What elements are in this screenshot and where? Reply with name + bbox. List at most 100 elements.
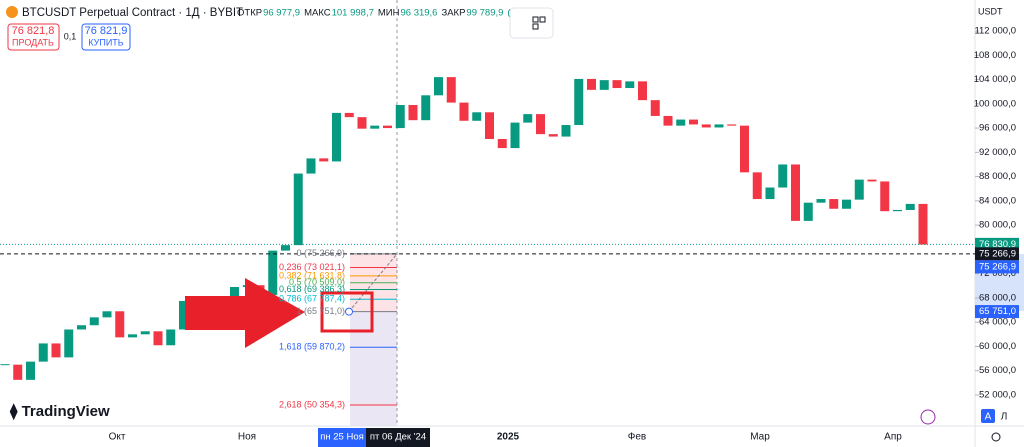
candle: [64, 329, 74, 358]
candle: [332, 112, 341, 162]
ohlc-value: 96 319,6: [400, 8, 437, 19]
candle: [281, 245, 290, 251]
candle: [459, 102, 469, 121]
candle: [854, 179, 864, 200]
candle: [536, 114, 545, 135]
candle: [485, 112, 494, 139]
log-label: Л: [1001, 412, 1008, 423]
candle: [395, 105, 405, 129]
y-tick-label: 104 000,0: [974, 74, 1016, 85]
auto-button[interactable]: [981, 409, 995, 423]
ohlc-value: 101 998,7: [332, 8, 374, 19]
ohlc-key: МАКС: [304, 8, 331, 19]
candle: [905, 203, 915, 210]
candle: [816, 199, 826, 203]
candle: [293, 173, 303, 246]
candle: [13, 364, 23, 380]
icon: [532, 23, 539, 30]
y-tick-label: 96 000,0: [979, 123, 1016, 134]
candle: [153, 331, 163, 346]
candle: [370, 125, 380, 129]
candle: [383, 125, 392, 129]
candle: [51, 343, 61, 358]
candle: [434, 77, 443, 96]
ohlc-value: 96 977,9: [263, 8, 300, 19]
candle: [918, 203, 928, 245]
buy-button[interactable]: [81, 23, 131, 51]
candle: [268, 250, 278, 295]
candle: [765, 187, 775, 200]
candle: [625, 81, 635, 89]
candle: [587, 78, 596, 90]
candle: [740, 125, 749, 173]
ohlc-value: 99 789,9: [466, 8, 503, 19]
anchor-handle[interactable]: [345, 307, 353, 316]
settings-icon[interactable]: [991, 432, 1001, 442]
buy-price: 76 821,9: [85, 25, 128, 37]
range-start-box: [318, 428, 366, 447]
y-tick-label: 92 000,0: [979, 147, 1016, 158]
range-end-box: [366, 428, 430, 447]
y-tick-label: 100 000,0: [974, 98, 1016, 109]
candle: [115, 311, 125, 338]
candle: [179, 300, 188, 330]
price-label: 75 266,9: [979, 248, 1016, 259]
x-tick-label: Фев: [628, 432, 646, 443]
quantity: 0,1: [64, 31, 77, 41]
brand: ⧫ TradingView: [9, 403, 110, 421]
candle: [446, 77, 456, 103]
candle: [357, 117, 367, 129]
candle: [778, 164, 788, 188]
candle: [497, 138, 507, 149]
candle: [89, 317, 99, 326]
y-tick-label: 108 000,0: [974, 50, 1016, 61]
candle: [803, 202, 813, 221]
candle: [421, 95, 431, 121]
trend-line: [348, 253, 398, 312]
price-label-box: [975, 247, 1019, 261]
fib-label: 0 (75 266,9): [296, 248, 345, 258]
candle: [38, 343, 48, 362]
currency: USDT: [978, 6, 1003, 16]
candle: [842, 199, 851, 209]
ohlc-key: ЗАКР: [441, 8, 465, 19]
price-label-box: [975, 305, 1019, 319]
x-tick-label: Окт: [109, 432, 126, 443]
x-tick-label: Апр: [884, 432, 902, 443]
candle: [829, 199, 839, 209]
fib-label: 0,5 (70 509,0): [289, 277, 345, 287]
candle: [612, 80, 622, 89]
sell-label: ПРОДАТЬ: [12, 37, 54, 47]
candle: [523, 114, 533, 123]
fib-label: 0,786 (67 787,4): [279, 294, 345, 304]
y-tick-label: 88 000,0: [979, 171, 1016, 182]
x-tick-label: Мар: [750, 432, 770, 443]
candle: [663, 115, 673, 126]
candle: [408, 105, 418, 121]
sell-button[interactable]: [7, 23, 60, 51]
x-tick-label: 2025: [497, 432, 520, 443]
y-tick-label: 112 000,0: [974, 26, 1016, 37]
ohlc-key: МИН: [378, 8, 400, 19]
candle: [893, 209, 902, 212]
candle: [650, 100, 660, 116]
candle: [714, 124, 724, 128]
lightning-button[interactable]: [920, 409, 936, 425]
symbol: BTCUSDT Perpetual Contract · 1Д · BYBIT: [22, 7, 243, 19]
candle: [574, 78, 584, 126]
range-price-box: [975, 260, 1019, 274]
ohlc-key: ОТКР: [237, 8, 262, 19]
fib-label: 0,382 (71 631,8): [279, 270, 345, 280]
candle: [638, 81, 647, 101]
x-tick-label: Ноя: [238, 432, 256, 443]
candle: [689, 119, 698, 125]
candle: [791, 164, 800, 221]
y-tick-label: 80 000,0: [979, 220, 1016, 231]
candle: [599, 80, 609, 90]
widget-button[interactable]: [509, 7, 554, 39]
candle: [752, 172, 762, 200]
range-end-label: пт 06 Дек '24: [370, 432, 426, 443]
brand-name: TradingView: [22, 403, 110, 420]
candle: [319, 158, 329, 162]
